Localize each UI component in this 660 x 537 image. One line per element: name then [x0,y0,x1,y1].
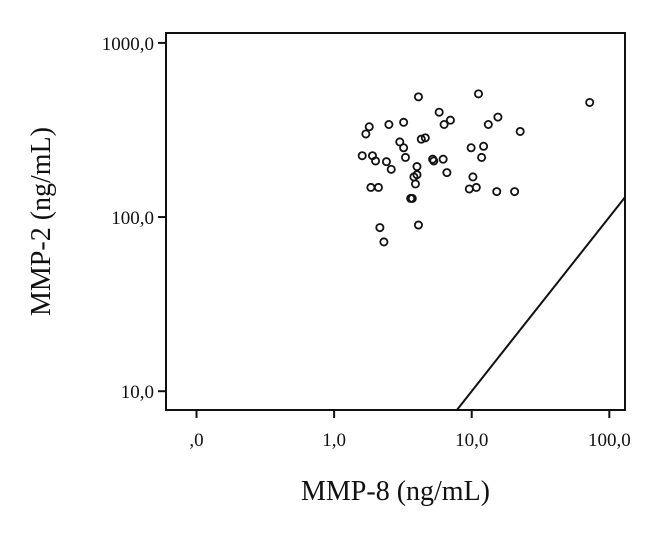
data-point [357,151,367,161]
data-points [357,89,595,247]
y-tick-label: 10,0 [121,382,154,403]
data-point [371,156,381,166]
x-tick-label: 1,0 [322,430,346,451]
data-point [400,152,410,162]
data-point [510,187,520,197]
x-tick-label: 100,0 [588,430,631,451]
y-tick-label: 1000,0 [102,34,154,55]
identity-line [456,196,626,411]
data-point [379,237,389,247]
data-point [412,170,422,180]
data-point [399,143,409,153]
data-point [515,126,525,136]
plot-frame [165,32,626,411]
data-point [412,162,422,172]
x-tick-label: 10,0 [455,430,488,451]
data-point [442,168,452,178]
data-point [477,152,487,162]
data-point [468,172,478,182]
x-tick-label: ,0 [189,430,203,451]
data-point [439,120,449,130]
data-point [420,133,430,143]
data-point [483,120,493,130]
data-point [413,220,423,230]
data-point [585,97,595,107]
data-point [466,143,476,153]
axis-ticks [158,41,611,418]
data-point [416,134,426,144]
data-point [399,117,409,127]
data-point [438,154,448,164]
data-point [493,112,503,122]
data-point [410,179,420,189]
x-axis-label: MMP-8 (ng/mL) [301,476,490,507]
data-point [364,122,374,132]
data-point [464,184,474,194]
y-axis-label: MMP-2 (ng/mL) [26,127,57,316]
data-point [407,193,417,203]
data-point [375,223,385,233]
data-point [366,182,376,192]
data-point [413,92,423,102]
data-point [479,141,489,151]
data-point [381,157,391,167]
data-point [361,129,371,139]
data-point [471,182,481,192]
data-point [473,89,483,99]
data-point [445,115,455,125]
data-point [373,182,383,192]
data-point [434,107,444,117]
tick-labels: ,0 1,0 10,0 100,0 10,0 100,0 1000,0 [102,34,631,451]
data-point [384,120,394,130]
data-point [492,187,502,197]
data-point [429,156,439,166]
data-point [386,164,396,174]
y-tick-label: 100,0 [111,208,154,229]
